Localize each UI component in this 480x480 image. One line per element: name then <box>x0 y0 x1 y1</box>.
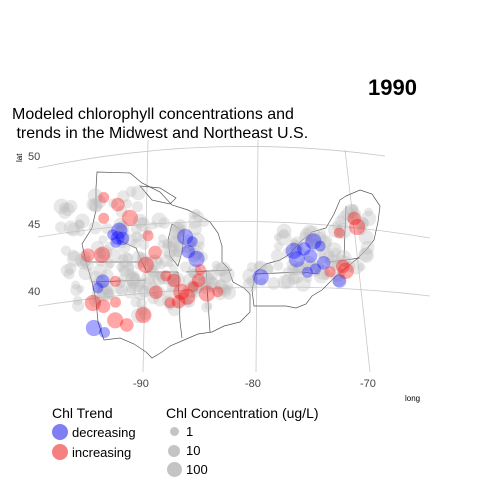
lake-superior <box>140 186 176 204</box>
neutral-bubble <box>71 281 80 290</box>
decreasing-swatch <box>52 424 68 440</box>
legend-item-conc-10: 10 <box>166 441 319 460</box>
increasing-trend-point <box>85 295 101 311</box>
y-tick-40: 40 <box>28 286 40 298</box>
neutral-bubble <box>189 211 197 219</box>
decreasing-trend-point <box>315 241 326 252</box>
increasing-trend-point <box>179 289 195 305</box>
increasing-trend-point <box>138 257 154 273</box>
increasing-trend-point <box>195 264 206 275</box>
neutral-bubble <box>288 273 300 285</box>
neutral-bubble <box>274 242 283 251</box>
conc-swatch-medium <box>168 445 180 457</box>
increasing-trend-point <box>325 266 336 277</box>
increasing-trend-point <box>81 248 95 262</box>
decreasing-trend-point <box>96 274 110 288</box>
legend-label-conc-100: 100 <box>186 462 208 477</box>
y-tick-45: 45 <box>28 219 40 231</box>
neutral-bubble <box>89 221 102 234</box>
neutral-bubble <box>359 248 373 262</box>
neutral-bubble <box>73 296 82 305</box>
legend-chl-concentration: Chl Concentration (ug/L) 1 10 100 <box>166 404 319 479</box>
increasing-trend-point <box>111 198 125 212</box>
increasing-trend-point <box>212 286 223 297</box>
neutral-bubble <box>133 284 149 300</box>
graticule-lat-50 <box>38 146 385 168</box>
neutral-bubble <box>119 254 128 263</box>
increasing-trend-point <box>98 192 109 203</box>
conc-swatch-small <box>170 427 179 436</box>
neutral-bubble <box>64 200 77 213</box>
increasing-trend-point <box>149 286 163 300</box>
legend-item-increasing: increasing <box>52 442 136 462</box>
increasing-trend-point <box>110 276 121 287</box>
neutral-bubble <box>212 261 221 270</box>
increasing-trend-point <box>349 219 365 235</box>
decreasing-trend-point <box>253 269 269 285</box>
neutral-bubble <box>65 263 77 275</box>
increasing-trend-point <box>199 286 215 302</box>
increasing-trend-point <box>122 210 138 226</box>
neutral-bubble <box>357 263 365 271</box>
legend-label-conc-10: 10 <box>186 443 200 458</box>
increasing-trend-point <box>135 307 151 323</box>
legend-item-conc-1: 1 <box>166 422 319 441</box>
neutral-bubble <box>364 208 373 217</box>
increasing-trend-point <box>143 230 154 241</box>
decreasing-trend-point <box>304 249 318 263</box>
x-tick-minus-70: -70 <box>360 378 376 390</box>
neutral-bubble <box>161 242 177 258</box>
y-axis-title: lat <box>15 153 24 162</box>
increasing-swatch <box>52 444 68 460</box>
x-tick-minus-90: -90 <box>133 378 149 390</box>
neutral-bubble <box>273 261 283 271</box>
increasing-trend-point <box>165 297 176 308</box>
x-tick-minus-80: -80 <box>245 378 261 390</box>
conc-swatch-large <box>167 462 182 477</box>
neutral-bubble <box>277 224 292 239</box>
increasing-trend-point <box>98 213 109 224</box>
neutral-bubble <box>64 221 79 236</box>
increasing-trend-point <box>148 246 162 260</box>
neutral-bubble <box>86 198 99 211</box>
increasing-trend-point <box>338 263 354 279</box>
increasing-trend-point <box>334 228 345 239</box>
increasing-trend-point <box>192 274 206 288</box>
neutral-bubble <box>271 249 283 261</box>
y-tick-50: 50 <box>28 151 40 163</box>
neutral-bubble <box>247 262 257 272</box>
decreasing-trend-point <box>302 267 313 278</box>
increasing-trend-point <box>110 297 121 308</box>
legend-chl-trend: Chl Trend decreasing increasing <box>52 404 136 462</box>
decreasing-trend-point <box>116 232 130 246</box>
neutral-bubble <box>61 246 71 256</box>
neutral-bubble <box>83 261 94 272</box>
neutral-bubble <box>219 267 235 283</box>
decreasing-trend-point <box>286 243 302 259</box>
increasing-trend-point <box>107 312 123 328</box>
neutral-bubble <box>105 262 113 270</box>
neutral-bubble <box>201 302 212 313</box>
legend-trend-title: Chl Trend <box>52 404 136 422</box>
legend-item-decreasing: decreasing <box>52 422 136 442</box>
neutral-bubble <box>126 186 137 197</box>
legend-label-increasing: increasing <box>72 445 131 460</box>
x-axis-title: long <box>405 394 420 403</box>
neutral-bubble <box>166 259 174 267</box>
graticule-lon-80 <box>256 140 258 372</box>
legend-label-decreasing: decreasing <box>72 425 136 440</box>
legend-item-conc-100: 100 <box>166 460 319 479</box>
legend-label-conc-1: 1 <box>186 424 193 439</box>
increasing-trend-point <box>94 247 110 263</box>
decreasing-trend-point <box>99 327 110 338</box>
neutral-bubble <box>158 234 167 243</box>
neutral-bubble <box>331 248 340 257</box>
neutral-bubble <box>124 262 134 272</box>
legend-concentration-title: Chl Concentration (ug/L) <box>166 404 319 422</box>
